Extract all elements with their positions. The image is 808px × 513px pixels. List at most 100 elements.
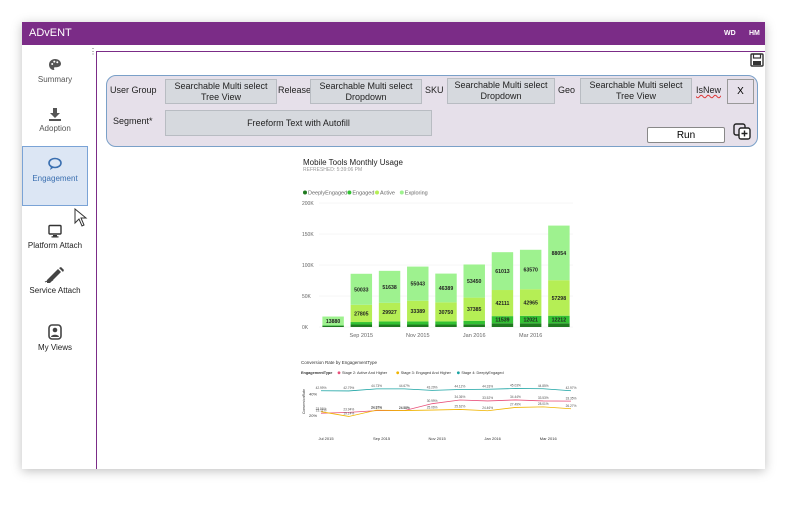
data-label: 24.57% bbox=[371, 406, 382, 410]
y-tick-label: 100K bbox=[302, 263, 314, 269]
palette-icon bbox=[49, 59, 61, 70]
legend-marker bbox=[337, 371, 341, 375]
sidebar-resize-handle[interactable]: ⋮ bbox=[89, 47, 97, 56]
data-label: 25.62% bbox=[454, 405, 465, 409]
data-label-active: 30750 bbox=[439, 310, 454, 316]
user-initials-wd[interactable]: WD bbox=[724, 30, 736, 37]
bar-segment-deeplyengaged bbox=[378, 324, 401, 327]
bar-segment-deeplyengaged bbox=[519, 323, 542, 327]
bar-segment-exploring bbox=[463, 264, 485, 298]
isnew-clear-button[interactable]: X bbox=[727, 79, 754, 104]
data-label-active: 37385 bbox=[467, 307, 482, 313]
data-label: 44.73% bbox=[371, 384, 382, 388]
usage-chart-title: Mobile Tools Monthly Usage bbox=[303, 158, 403, 167]
data-label: 44.33% bbox=[482, 384, 493, 388]
data-label-active: 29927 bbox=[382, 310, 397, 316]
data-label-exploring: 13880 bbox=[326, 319, 341, 325]
legend-label: Stage 2: Active And Higher bbox=[342, 371, 388, 375]
nav-platform-attach[interactable]: Platform Attach bbox=[22, 224, 88, 251]
data-label-exploring: 63570 bbox=[523, 267, 538, 273]
bar-segment-exploring bbox=[519, 249, 542, 290]
nav-engagement[interactable]: Engagement bbox=[22, 146, 88, 206]
legend-label: Stage 3: Engaged And Higher bbox=[401, 371, 452, 375]
y-tick-label: 20% bbox=[309, 413, 317, 418]
bar-segment-active bbox=[519, 289, 542, 316]
nav-label-service-attach: Service Attach bbox=[29, 286, 81, 295]
data-label-active: 27805 bbox=[354, 311, 369, 317]
data-label: 24.46% bbox=[482, 406, 493, 410]
data-label: 42.99% bbox=[316, 386, 327, 390]
bar-segment-active bbox=[491, 290, 514, 317]
legend-marker-engaged bbox=[347, 190, 352, 195]
bar-segment-exploring bbox=[548, 225, 570, 281]
series-line bbox=[320, 388, 572, 392]
pen-icon bbox=[44, 267, 64, 283]
legend-marker-exploring bbox=[399, 190, 404, 195]
data-label-exploring: 53450 bbox=[467, 279, 482, 285]
segment-label: Segment* bbox=[113, 116, 153, 126]
bar-segment-deeplyengaged bbox=[548, 323, 570, 327]
data-label-engaged: 11539 bbox=[495, 318, 509, 324]
legend-marker-deeplyengaged bbox=[303, 190, 307, 195]
legend-marker bbox=[396, 371, 400, 375]
x-tick-label: Sep 2015 bbox=[350, 333, 374, 339]
bar-segment-engaged bbox=[548, 315, 570, 324]
bar-segment-active bbox=[350, 304, 373, 323]
data-label: 24.58% bbox=[399, 406, 410, 410]
user-initials-hm[interactable]: HM bbox=[749, 30, 760, 37]
y-tick-label: 50K bbox=[302, 294, 312, 300]
usage-chart-subtitle: REFRESHED: 5:39:06 PM bbox=[303, 167, 363, 173]
legend-marker bbox=[456, 371, 460, 375]
data-label-active: 42111 bbox=[496, 301, 510, 307]
segment-autofill-input[interactable]: Freeform Text with Autofill bbox=[165, 110, 432, 136]
bar-segment-active bbox=[463, 297, 485, 321]
data-label-active: 57298 bbox=[552, 296, 567, 302]
nav-label-platform-attach: Platform Attach bbox=[27, 241, 83, 250]
data-label-exploring: 51638 bbox=[382, 285, 397, 291]
data-label: 45.03% bbox=[510, 384, 521, 388]
run-button[interactable]: Run bbox=[647, 127, 725, 143]
x-tick-label: Sep 2015 bbox=[373, 436, 391, 441]
data-label: 44.67% bbox=[399, 384, 410, 388]
filter-panel: User Group Searchable Multi select Tree … bbox=[106, 75, 758, 147]
download-icon bbox=[49, 108, 61, 121]
y-tick-label: 150K bbox=[302, 232, 314, 238]
bar-segment-active bbox=[407, 300, 429, 322]
bar-segment-engaged bbox=[407, 321, 429, 325]
bar-segment-engaged bbox=[322, 325, 344, 326]
data-label: 24.58% bbox=[399, 406, 410, 410]
conversion-line-chart: EngagementType Stage 2: Active And Higher… bbox=[301, 371, 577, 441]
data-label: 33.53% bbox=[538, 396, 549, 400]
nav-service-attach[interactable]: Service Attach bbox=[22, 267, 88, 296]
data-label: 34.44% bbox=[510, 395, 521, 399]
bar-segment-active bbox=[378, 302, 401, 322]
user-group-label: User Group bbox=[110, 85, 157, 95]
add-view-icon[interactable] bbox=[733, 121, 753, 141]
data-label-exploring: 55043 bbox=[411, 282, 426, 288]
usage-bar-chart: DeeplyEngaged Engaged Active Exploring 200K 1… bbox=[302, 190, 573, 339]
nav-summary[interactable]: Summary bbox=[22, 58, 88, 84]
x-tick-label: Nov 2015 bbox=[429, 436, 447, 441]
bar-segment-exploring bbox=[435, 273, 457, 303]
data-label: 26.27% bbox=[566, 404, 577, 408]
data-label: 25.06% bbox=[427, 405, 438, 409]
nav-my-views[interactable]: My Views bbox=[22, 324, 88, 352]
data-label: 23.56% bbox=[316, 407, 327, 411]
bar-segment-deeplyengaged bbox=[435, 324, 457, 327]
nav-adoption[interactable]: Adoption bbox=[22, 107, 88, 133]
legend-label: Stage 4: DeeplyEngaged bbox=[461, 371, 503, 375]
usage-chart-card: Mobile Tools Monthly Usage REFRESHED: 5:… bbox=[299, 154, 576, 341]
release-dropdown[interactable]: Searchable Multi select Dropdown bbox=[310, 79, 422, 104]
data-label: 23.11% bbox=[316, 408, 327, 412]
user-group-tree-select[interactable]: Searchable Multi select Tree View bbox=[165, 79, 277, 104]
conversion-chart-card: Conversion Rate by EngagementType Engage… bbox=[299, 356, 577, 446]
data-label: 24.97% bbox=[371, 405, 382, 409]
sku-dropdown[interactable]: Searchable Multi select Dropdown bbox=[447, 78, 555, 104]
data-label: 27.49% bbox=[510, 403, 521, 407]
bar-segment-deeplyengaged bbox=[463, 324, 485, 327]
bar-segment-engaged bbox=[378, 321, 401, 325]
save-icon[interactable] bbox=[750, 53, 764, 67]
bar-segment-engaged bbox=[463, 320, 485, 325]
geo-tree-select[interactable]: Searchable Multi select Tree View bbox=[580, 78, 692, 104]
x-tick-label: Mar 2016 bbox=[540, 436, 558, 441]
